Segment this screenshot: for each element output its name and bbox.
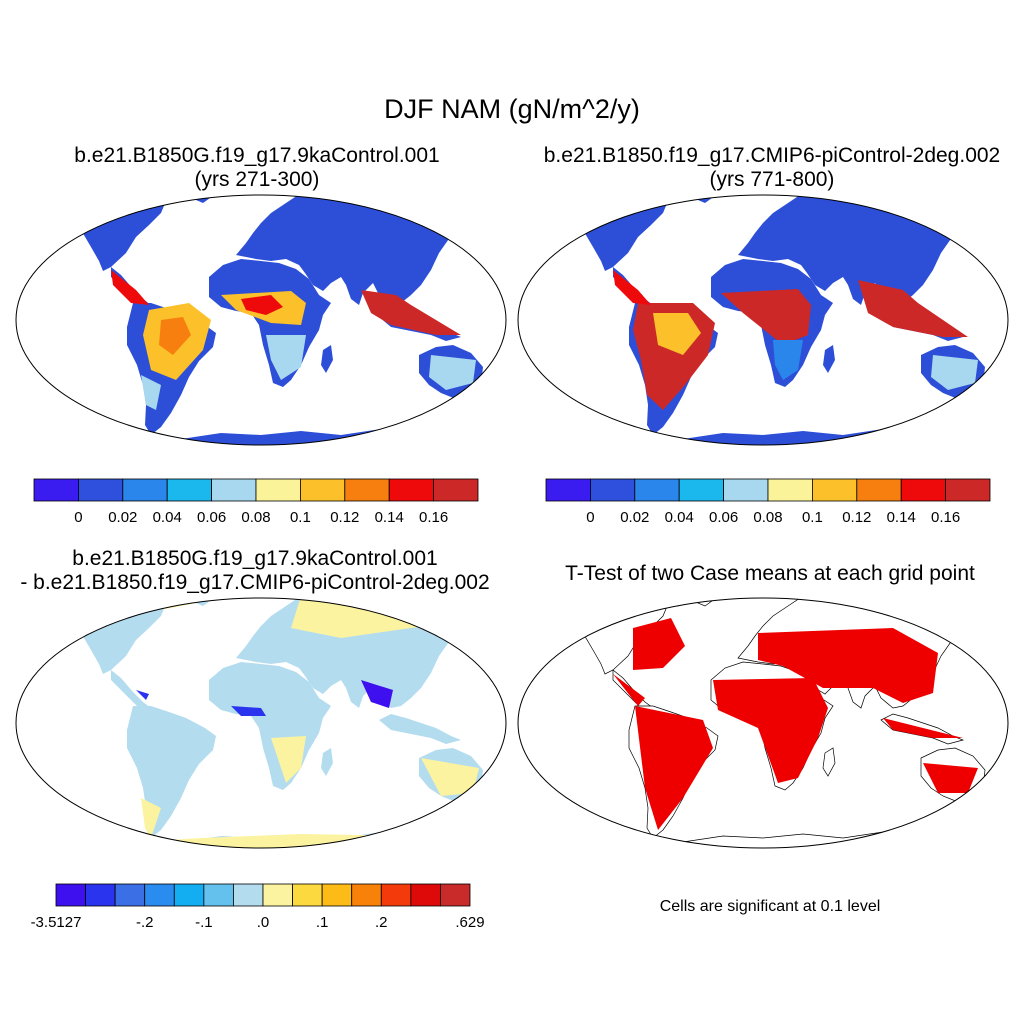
panel-title-line: (yrs 271-300) — [194, 168, 320, 191]
colorbar-box — [410, 883, 441, 907]
colorbar-label: 0.02 — [108, 509, 137, 526]
colorbar-box — [299, 478, 346, 502]
map-panel-difference — [15, 597, 507, 849]
colorbar-box — [856, 478, 902, 502]
colorbar-label: 0.08 — [753, 509, 782, 526]
colorbar-label: .629 — [455, 914, 484, 931]
colorbar-label: 0.16 — [419, 509, 448, 526]
colorbar-box — [144, 883, 175, 907]
colorbar-box — [590, 478, 636, 502]
significant-cells — [613, 618, 978, 830]
colorbar-box — [812, 478, 858, 502]
colorbar-box — [211, 478, 257, 502]
tropical-warm-cells — [613, 270, 978, 410]
panel-title-difference: b.e21.B1850G.f19_g17.9kaControl.001 - b.… — [0, 547, 520, 595]
colorbar-box — [321, 883, 353, 907]
colorbar-box — [545, 478, 591, 502]
colorbar-box — [166, 478, 212, 502]
colorbar-box — [233, 883, 264, 907]
colorbar-label: -.1 — [195, 914, 213, 931]
colorbar-case2: 0 0.02 0.04 0.06 0.08 0.1 0.12 0.14 0.16 — [545, 478, 991, 526]
colorbar-label: 0.06 — [197, 509, 226, 526]
colorbar-label: 0.08 — [241, 509, 270, 526]
main-title: DJF NAM (gN/m^2/y) — [384, 94, 640, 124]
colorbar-box — [292, 883, 323, 907]
colorbar-box — [262, 883, 293, 907]
colorbar-box — [945, 478, 991, 502]
panel-title-line: (yrs 771-800) — [709, 168, 835, 191]
colorbar-label: 0.02 — [620, 509, 649, 526]
colorbar-label: 0 — [74, 509, 82, 526]
colorbar-label: 0 — [586, 509, 594, 526]
panel-title-line: b.e21.B1850G.f19_g17.9kaControl.001 — [72, 547, 438, 570]
panel-title-case2: b.e21.B1850.f19_g17.CMIP6-piControl-2deg… — [517, 144, 1024, 192]
map-panel-case1 — [15, 194, 507, 446]
panel-title-line: T-Test of two Case means at each grid po… — [565, 562, 975, 585]
colorbar-box — [900, 478, 947, 502]
colorbar-box — [122, 478, 168, 502]
colorbar-label: -.2 — [136, 914, 154, 931]
colorbar-box — [55, 883, 86, 907]
colorbar-label: .0 — [257, 914, 270, 931]
significance-note: Cells are significant at 0.1 level — [659, 898, 881, 915]
colorbar-box — [388, 478, 435, 502]
colorbar-box — [433, 478, 479, 502]
map-panel-case2 — [517, 194, 1009, 446]
panel-title-line: - b.e21.B1850.f19_g17.CMIP6-piControl-2d… — [20, 571, 490, 594]
colorbar-box — [344, 478, 390, 502]
colorbar-box — [351, 883, 382, 907]
colorbar-label: .1 — [316, 914, 329, 931]
colorbar-box — [33, 478, 79, 502]
panel-title-case1: b.e21.B1850G.f19_g17.9kaControl.001 (yrs… — [12, 144, 502, 192]
colorbar-label: 0.12 — [842, 509, 871, 526]
colorbar-box — [85, 883, 116, 907]
colorbar-case1: 0 0.02 0.04 0.06 0.08 0.1 0.12 0.14 0.16 — [33, 478, 479, 526]
colorbar-box — [114, 883, 146, 907]
panel-title-ttest: T-Test of two Case means at each grid po… — [520, 562, 1020, 586]
colorbar-label: 0.1 — [802, 509, 823, 526]
colorbar-box — [173, 883, 205, 907]
colorbar-label: 0.16 — [931, 509, 960, 526]
colorbar-label: 0.1 — [290, 509, 311, 526]
colorbar-label: 0.14 — [887, 509, 916, 526]
colorbar-box — [78, 478, 124, 502]
colorbar-box — [767, 478, 813, 502]
colorbar-label: 0.12 — [330, 509, 359, 526]
colorbar-box — [440, 883, 471, 907]
map-panel-ttest — [517, 597, 1009, 849]
panel-title-line: b.e21.B1850.f19_g17.CMIP6-piControl-2deg… — [543, 144, 1001, 167]
colorbar-difference: -3.5127 -.2 -.1 .0 .1 .2 .629 — [31, 883, 485, 931]
colorbar-label: .2 — [375, 914, 388, 931]
panel-title-line: b.e21.B1850G.f19_g17.9kaControl.001 — [74, 144, 440, 167]
colorbar-box — [203, 883, 234, 907]
colorbar-box — [634, 478, 680, 502]
colorbar-box — [255, 478, 301, 502]
colorbar-label: 0.04 — [153, 509, 182, 526]
colorbar-label: -3.5127 — [31, 914, 82, 931]
tropical-warm-cells — [111, 270, 476, 410]
colorbar-box — [380, 883, 412, 907]
colorbar-box — [678, 478, 725, 502]
colorbar-label: 0.04 — [665, 509, 694, 526]
colorbar-box — [723, 478, 769, 502]
colorbar-label: 0.06 — [709, 509, 738, 526]
colorbar-label: 0.14 — [375, 509, 404, 526]
